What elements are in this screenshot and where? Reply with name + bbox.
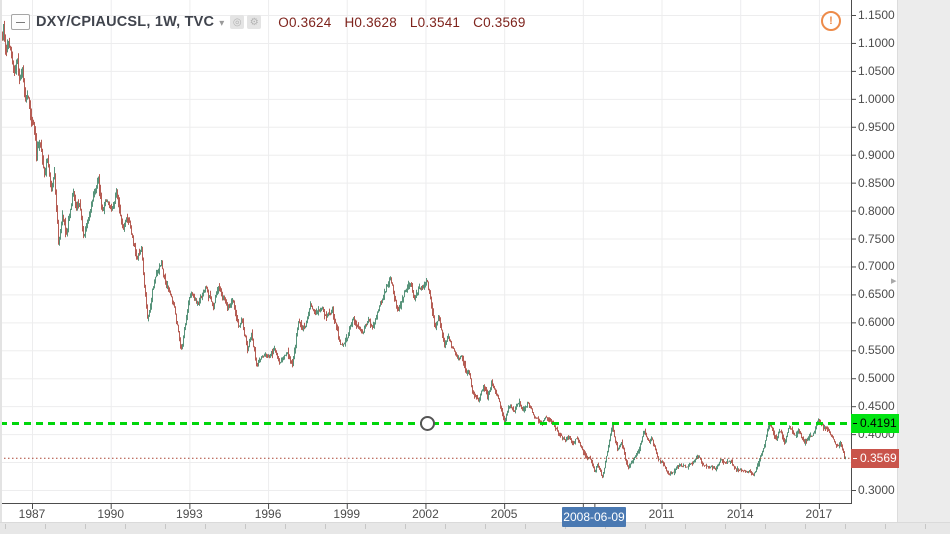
strip-tick [5, 524, 6, 529]
strip-tick [45, 524, 46, 529]
strip-tick [685, 524, 686, 529]
last-price-badge: 0.3569 [851, 449, 899, 468]
open-value: O0.3624 [278, 14, 332, 30]
page-background-right [897, 0, 950, 533]
chart-legend: DXY/CPIAUCSL, 1W, TVC ▾ ◎ ⚙ O0.3624 H0.3… [11, 12, 526, 32]
gridlines [0, 0, 851, 503]
close-value: C0.3569 [473, 14, 526, 30]
strip-tick [125, 524, 126, 529]
alert-level-badge[interactable]: 0.4191 [851, 414, 899, 433]
strip-tick [885, 524, 886, 529]
symbol-title[interactable]: DXY/CPIAUCSL, 1W, TVC [36, 14, 215, 30]
strip-tick [925, 524, 926, 529]
low-value: L0.3541 [409, 14, 461, 30]
axes [0, 0, 856, 509]
candlestick-series [2, 20, 846, 479]
strip-tick [325, 524, 326, 529]
gear-icon[interactable]: ⚙ [247, 15, 262, 29]
alert-icon[interactable]: ! [821, 11, 841, 31]
chart-widget: DXY/CPIAUCSL, 1W, TVC ▾ ◎ ⚙ O0.3624 H0.3… [0, 0, 897, 522]
strip-tick [805, 524, 806, 529]
strip-tick [245, 524, 246, 529]
window-edge [0, 0, 2, 522]
ohlc-values: O0.3624 H0.3628 L0.3541 C0.3569 [278, 15, 525, 30]
strip-tick [405, 524, 406, 529]
alert-line-handle[interactable] [420, 415, 435, 431]
strip-tick [525, 524, 526, 529]
eye-icon[interactable]: ◎ [230, 15, 245, 29]
strip-tick [205, 524, 206, 529]
minus-icon [16, 21, 25, 23]
strip-tick [725, 524, 726, 529]
strip-tick [365, 524, 366, 529]
strip-tick [445, 524, 446, 529]
strip-tick [285, 524, 286, 529]
strip-tick [85, 524, 86, 529]
chevron-down-icon[interactable]: ▾ [219, 17, 225, 29]
bottom-strip [0, 522, 950, 534]
scroll-right-icon[interactable]: ▸ [891, 275, 897, 287]
date-badge[interactable]: 2008-06-09 [562, 507, 626, 527]
strip-tick [845, 524, 846, 529]
strip-tick [765, 524, 766, 529]
strip-tick [165, 524, 166, 529]
strip-tick [645, 524, 646, 529]
collapse-button[interactable] [11, 14, 30, 30]
strip-tick [485, 524, 486, 529]
high-value: H0.3628 [344, 14, 397, 30]
